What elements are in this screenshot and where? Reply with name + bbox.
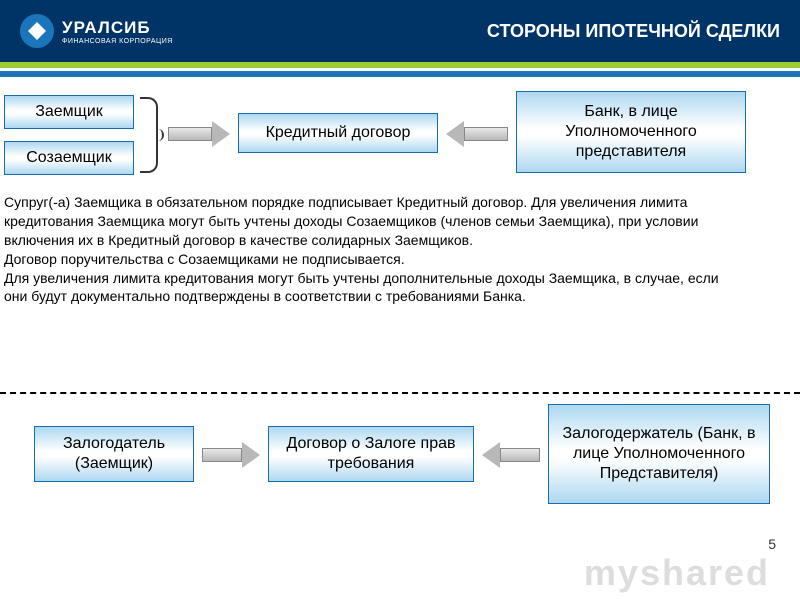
body-paragraph: Супруг(-а) Заемщика в обязательном поряд… — [4, 193, 744, 306]
box-pledgor-label: Залогодатель (Заемщик) — [43, 434, 185, 474]
logo: УРАЛСИБ ФИНАНСОВАЯ КОРПОРАЦИЯ — [20, 14, 173, 48]
arrow-left-1 — [446, 127, 508, 147]
dashed-divider — [0, 392, 800, 394]
box-borrower-label: Заемщик — [35, 102, 103, 122]
box-borrower: Заемщик — [4, 95, 134, 129]
watermark: myshared — [584, 552, 770, 594]
box-coborrower: Созаемщик — [4, 141, 134, 175]
header-bar: УРАЛСИБ ФИНАНСОВАЯ КОРПОРАЦИЯ СТОРОНЫ ИП… — [0, 0, 800, 62]
box-coborrower-label: Созаемщик — [26, 148, 112, 168]
arrow-left-2 — [482, 448, 540, 468]
box-bank-label: Банк, в лице Уполномоченного представите… — [525, 102, 737, 162]
box-pledgee-label: Залогодержатель (Банк, в лице Уполномоче… — [557, 424, 761, 484]
page-title: СТОРОНЫ ИПОТЕЧНОЙ СДЕЛКИ — [487, 21, 780, 42]
stripe-green — [0, 62, 800, 68]
page-number: 5 — [768, 536, 776, 552]
box-pledge-agreement: Договор о Залоге прав требования — [268, 426, 474, 482]
logo-main: УРАЛСИБ — [62, 18, 173, 38]
box-pledge-agreement-label: Договор о Залоге прав требования — [277, 434, 465, 474]
box-credit-agreement: Кредитный договор — [238, 113, 438, 153]
box-pledgee: Залогодержатель (Банк, в лице Уполномоче… — [548, 404, 770, 504]
box-bank: Банк, в лице Уполномоченного представите… — [516, 91, 746, 173]
arrow-right-2 — [202, 448, 260, 468]
logo-icon — [20, 14, 54, 48]
content-area: Заемщик Созаемщик Кредитный договор Банк… — [0, 77, 800, 97]
brace-icon — [140, 97, 158, 173]
arrow-right-1 — [168, 127, 230, 147]
logo-text-wrap: УРАЛСИБ ФИНАНСОВАЯ КОРПОРАЦИЯ — [62, 18, 173, 45]
box-credit-agreement-label: Кредитный договор — [266, 123, 411, 143]
logo-sub: ФИНАНСОВАЯ КОРПОРАЦИЯ — [62, 38, 173, 45]
box-pledgor: Залогодатель (Заемщик) — [34, 426, 194, 482]
